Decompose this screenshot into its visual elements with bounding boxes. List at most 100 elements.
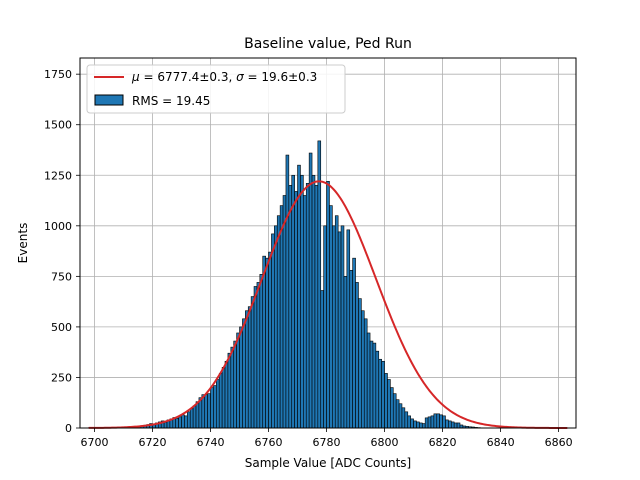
histogram-bar xyxy=(201,394,206,429)
histogram-bar xyxy=(279,205,284,429)
histogram-bar xyxy=(163,422,168,429)
histogram-bar xyxy=(384,373,388,429)
histogram-bar xyxy=(349,269,353,429)
histogram-bar xyxy=(247,306,252,429)
histogram-bar xyxy=(323,225,327,429)
x-tick-label: 6780 xyxy=(313,436,341,449)
x-tick-label: 6760 xyxy=(255,436,283,449)
histogram-bar xyxy=(294,191,298,429)
histogram-bar xyxy=(262,255,266,429)
histogram-bar xyxy=(427,416,432,429)
histogram-bar xyxy=(442,415,446,429)
histogram-bar xyxy=(334,215,339,429)
histogram-bar xyxy=(291,174,295,429)
x-tick-label: 6820 xyxy=(429,436,457,449)
histogram-bar xyxy=(407,415,411,429)
legend-mu-value: 6777.4±0.3 xyxy=(157,70,228,84)
histogram-bar xyxy=(297,164,301,429)
histogram-bar xyxy=(343,276,348,429)
histogram-bar xyxy=(216,379,220,429)
histogram-bar xyxy=(410,418,414,429)
x-tick-label: 6800 xyxy=(371,436,399,449)
histogram-bar xyxy=(285,154,290,429)
histogram-bar xyxy=(314,185,319,429)
histogram-bar xyxy=(192,405,197,429)
histogram-bar xyxy=(274,225,278,429)
histogram-bar xyxy=(450,421,455,429)
histogram-bar xyxy=(453,422,458,429)
histogram-bar xyxy=(430,415,435,429)
histogram-bar xyxy=(233,340,237,429)
y-axis-label: Events xyxy=(16,223,30,264)
histogram-bar xyxy=(404,411,409,429)
histogram-bar xyxy=(250,296,255,429)
x-tick-label: 6720 xyxy=(139,436,167,449)
legend: μ = 6777.4±0.3, σ = 19.6±0.3 RMS = 19.45 xyxy=(86,64,346,114)
histogram-bar xyxy=(236,332,240,429)
y-tick-label: 1750 xyxy=(44,68,72,81)
histogram-bar xyxy=(390,387,394,429)
histogram-bar xyxy=(282,195,287,429)
histogram-bar xyxy=(239,326,243,429)
plot-frame xyxy=(79,57,577,429)
histogram-bar xyxy=(340,225,345,429)
histogram-bar xyxy=(256,282,261,429)
histogram-bar xyxy=(355,282,359,429)
gaussian-fit-line xyxy=(88,180,568,429)
histogram-bar xyxy=(265,257,269,429)
x-tick-label: 6840 xyxy=(487,436,515,449)
histogram-bar xyxy=(381,360,385,429)
legend-sigma-value: 19.6±0.3 xyxy=(261,70,317,84)
x-axis-label: Sample Value [ADC Counts] xyxy=(245,456,411,470)
histogram-bar xyxy=(271,233,275,429)
histogram-bar xyxy=(308,152,313,429)
histogram-bar xyxy=(178,416,182,429)
histogram-bar xyxy=(184,415,188,429)
histogram-bar xyxy=(395,399,400,429)
histogram-bar xyxy=(259,274,264,429)
histogram-bar xyxy=(439,414,443,429)
y-tick-label: 1500 xyxy=(44,119,72,132)
histogram-bar xyxy=(207,393,211,429)
x-tick-label: 6860 xyxy=(545,436,573,449)
histogram-bar xyxy=(361,310,365,429)
histogram-bar xyxy=(230,346,235,429)
histogram-bar xyxy=(421,423,426,429)
y-tick-label: 0 xyxy=(65,422,72,435)
histogram-bar xyxy=(375,350,380,429)
histogram-bar xyxy=(300,174,304,429)
histogram-bar xyxy=(213,385,217,429)
histogram-bar xyxy=(363,318,368,429)
histogram-bar xyxy=(398,403,403,429)
histogram-bar xyxy=(305,183,310,429)
histogram-bar xyxy=(346,229,351,429)
histogram-bar xyxy=(413,420,417,429)
y-tick-label: 1000 xyxy=(44,220,72,233)
histogram-bar xyxy=(218,373,223,429)
legend-hist-label: RMS = 19.45 xyxy=(132,94,210,108)
x-axis-ticks: 6700 6720 6740 6760 6780 6800 6820 6840 6860 xyxy=(81,428,573,449)
x-tick-label: 6700 xyxy=(81,436,109,449)
histogram-bar xyxy=(401,407,406,429)
histogram-bar xyxy=(311,174,316,429)
histogram-bar xyxy=(181,414,185,429)
histogram-bar xyxy=(204,394,208,429)
histogram-bar xyxy=(245,310,249,429)
histogram-bar xyxy=(369,340,374,429)
histogram-bar xyxy=(329,205,333,429)
histogram-bar xyxy=(392,393,397,429)
histogram-bar xyxy=(317,140,322,429)
histogram-bar xyxy=(326,181,330,429)
histogram-bar xyxy=(358,298,362,429)
histogram-bar xyxy=(416,421,420,429)
histogram-bar xyxy=(372,342,377,429)
y-tick-label: 1250 xyxy=(44,169,72,182)
histogram-bar xyxy=(436,413,440,429)
histogram-bar xyxy=(195,401,200,429)
histogram-bar xyxy=(456,422,461,429)
legend-box xyxy=(86,64,346,114)
histogram-bar xyxy=(387,379,391,429)
histogram-bar xyxy=(242,318,246,429)
histogram-bar xyxy=(268,251,272,429)
legend-hist-swatch xyxy=(94,94,124,106)
